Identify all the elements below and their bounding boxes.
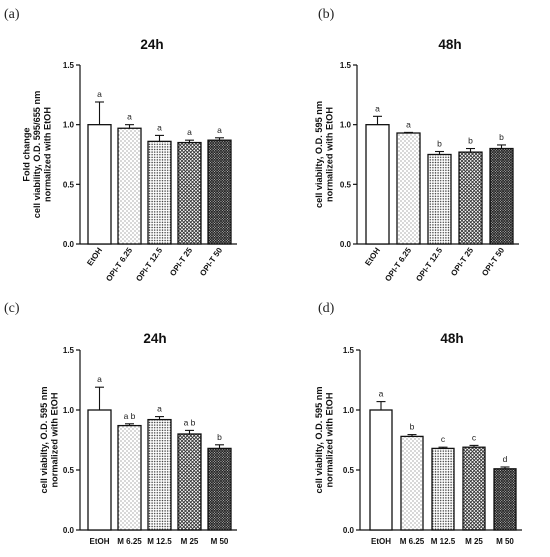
chart-title: 48h — [440, 331, 463, 346]
bar — [369, 409, 393, 531]
panel-label: (a) — [4, 7, 20, 22]
significance-label: a — [217, 125, 222, 135]
significance-label: b — [499, 132, 504, 142]
category-label: EtOH — [371, 537, 391, 546]
chart-panel: (d) 48h 0.0 0.5 1.0 1.5 cell viabilty, O.D. 59… — [314, 301, 522, 546]
category-label: M 6.25 — [117, 537, 142, 546]
significance-label: a — [406, 119, 411, 129]
panel-label: (d) — [318, 301, 335, 316]
significance-label: a — [375, 103, 380, 113]
significance-label: b — [468, 136, 473, 146]
y-axis-label: normalized with EtOH — [324, 392, 334, 487]
chart-title: 24h — [143, 331, 166, 346]
chart-panel: (c) 24h 0.0 0.5 1.0 1.5 cell viabilty, O.D. 59… — [4, 301, 237, 546]
y-tick-label: 1.0 — [63, 406, 75, 415]
category-label: OPI-T 50 — [198, 246, 224, 278]
significance-label: a b — [124, 411, 136, 421]
category-label: M 12.5 — [431, 537, 456, 546]
chart-panel: (b) 48h 0.0 0.5 1.0 1.5 cell viabilty, O.D. 59… — [314, 7, 519, 283]
y-tick-label: 0.5 — [63, 180, 75, 189]
significance-label: d — [503, 454, 508, 464]
y-tick-label: 1.0 — [343, 406, 355, 415]
bar — [207, 447, 232, 531]
y-axis-label: cell viability, O.D. 595/655 nm — [32, 91, 42, 219]
y-tick-label: 1.5 — [63, 346, 75, 355]
y-tick-label: 1.5 — [340, 61, 352, 70]
category-label: OPI-T 12.5 — [134, 246, 164, 284]
bar — [427, 153, 452, 245]
significance-label: a — [187, 127, 192, 137]
panel-label: (c) — [4, 301, 20, 316]
bar — [396, 132, 421, 245]
category-label: M 50 — [496, 537, 514, 546]
category-label: M 25 — [181, 537, 199, 546]
bar — [400, 435, 424, 531]
bar — [431, 447, 455, 531]
bar — [87, 124, 112, 245]
y-tick-label: 0.0 — [63, 240, 75, 249]
y-tick-label: 1.0 — [340, 121, 352, 130]
y-tick-label: 1.5 — [63, 61, 75, 70]
significance-label: c — [441, 434, 446, 444]
category-label: EtOH — [363, 246, 382, 268]
y-axis-label: normalized with EtOH — [49, 392, 59, 487]
significance-label: a b — [184, 417, 196, 427]
y-axis-label: cell viabilty, O.D. 595 nm — [39, 386, 49, 493]
significance-label: a — [157, 122, 162, 132]
bar — [458, 151, 483, 245]
significance-label: a — [127, 112, 132, 122]
category-label: OPI-T 6.25 — [383, 246, 413, 284]
significance-label: c — [472, 432, 477, 442]
category-label: OPI-T 12.5 — [414, 246, 444, 284]
bar — [365, 124, 390, 245]
y-axis-label: normalized with EtOH — [43, 107, 53, 202]
significance-label: a — [97, 89, 102, 99]
y-axis-label: cell viabilty, O.D. 595 nm — [314, 101, 324, 208]
y-tick-label: 1.5 — [343, 346, 355, 355]
panel-label: (b) — [318, 7, 335, 22]
bar — [87, 409, 112, 531]
bar — [147, 140, 172, 245]
category-label: OPI-T 25 — [168, 246, 194, 278]
category-label: M 25 — [465, 537, 483, 546]
bar — [493, 468, 517, 531]
bar — [177, 141, 202, 245]
y-tick-label: 0.0 — [340, 240, 352, 249]
y-tick-label: 0.5 — [63, 466, 75, 475]
significance-label: a — [97, 374, 102, 384]
y-tick-label: 0.5 — [340, 180, 352, 189]
bar — [117, 127, 142, 245]
bar — [462, 446, 486, 531]
y-tick-label: 0.0 — [63, 526, 75, 535]
category-label: EtOH — [85, 246, 104, 268]
chart-title: 48h — [438, 37, 461, 52]
y-tick-label: 0.5 — [343, 466, 355, 475]
category-label: M 12.5 — [147, 537, 172, 546]
bar — [489, 147, 514, 245]
y-axis-label: normalized with EtOH — [324, 107, 334, 202]
category-label: OPI-T 6.25 — [104, 246, 134, 284]
y-axis-label: cell viabilty, O.D. 595 nm — [314, 386, 324, 493]
y-tick-label: 0.0 — [343, 526, 355, 535]
chart-title: 24h — [140, 37, 163, 52]
y-tick-label: 1.0 — [63, 121, 75, 130]
significance-label: b — [217, 432, 222, 442]
significance-label: b — [437, 139, 442, 149]
bar — [147, 418, 172, 531]
category-label: EtOH — [90, 537, 110, 546]
chart-panel: (a) 24h 0.0 0.5 1.0 1.5 Fold change cell viabil… — [4, 7, 237, 283]
category-label: OPI-T 50 — [480, 246, 506, 278]
significance-label: a — [379, 389, 384, 399]
category-label: M 50 — [211, 537, 229, 546]
bar — [207, 139, 232, 245]
bar — [177, 433, 202, 531]
significance-label: a — [157, 404, 162, 414]
bar — [117, 424, 142, 531]
y-axis-label: Fold change — [22, 127, 32, 181]
category-label: M 6.25 — [400, 537, 425, 546]
category-label: OPI-T 25 — [449, 246, 475, 278]
significance-label: b — [410, 422, 415, 432]
